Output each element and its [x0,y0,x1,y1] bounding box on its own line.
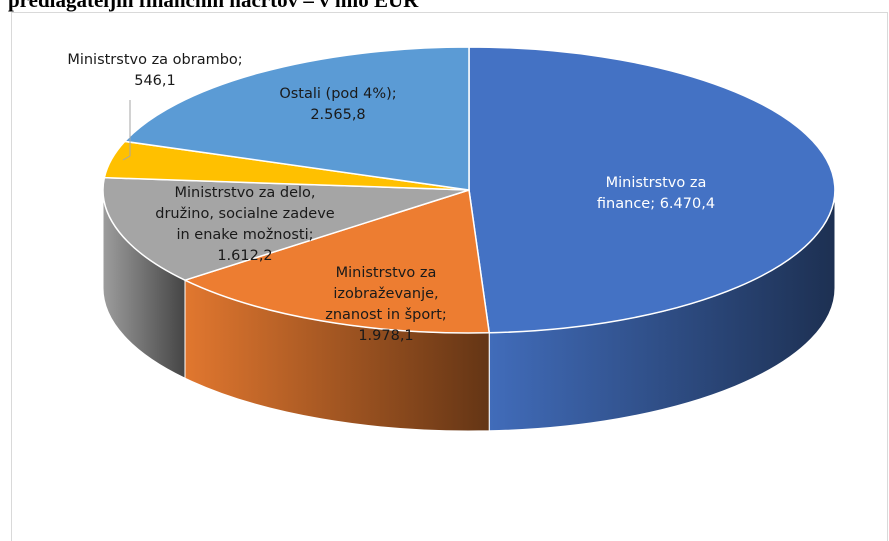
pie-sides [102,189,836,432]
pie-slice-ministrstvo-za-izobrazevanje-znanost-in-sport [184,189,490,334]
pie-slice-ostali-pod-4 [124,46,470,191]
data-label-ministrstvo-za-delo-druzino-socialne-zadeve-in-enake-moznosti: Ministrstvo za delo, družino, socialne za… [155,185,335,264]
chart-title: predlagateljih finančnih načrtov – v mio… [8,0,419,12]
pie-slice-ministrstvo-za-delo-druzino-socialne-zadeve-in-enake-moznosti [102,176,470,281]
pie-labels: Ministrstvo za finance; 6.470,4 Ministrstv… [67,52,715,344]
chart-frame [11,12,888,541]
data-label-ministrstvo-za-finance: Ministrstvo za finance; 6.470,4 [597,175,715,212]
data-label-ministrstvo-za-obrambo: Ministrstvo za obrambo; 546,1 [67,52,242,89]
pie-slices [102,46,836,334]
pie-slice-ministrstvo-za-finance [468,46,836,334]
leader-line-ministrstvo-za-obrambo [122,100,131,161]
data-label-ostali-pod-4: Ostali (pod 4%); 2.565,8 [279,86,396,123]
data-label-ministrstvo-za-izobrazevanje-znanost-in-sport: Ministrstvo za izobraževanje, znanost in š… [325,265,447,344]
